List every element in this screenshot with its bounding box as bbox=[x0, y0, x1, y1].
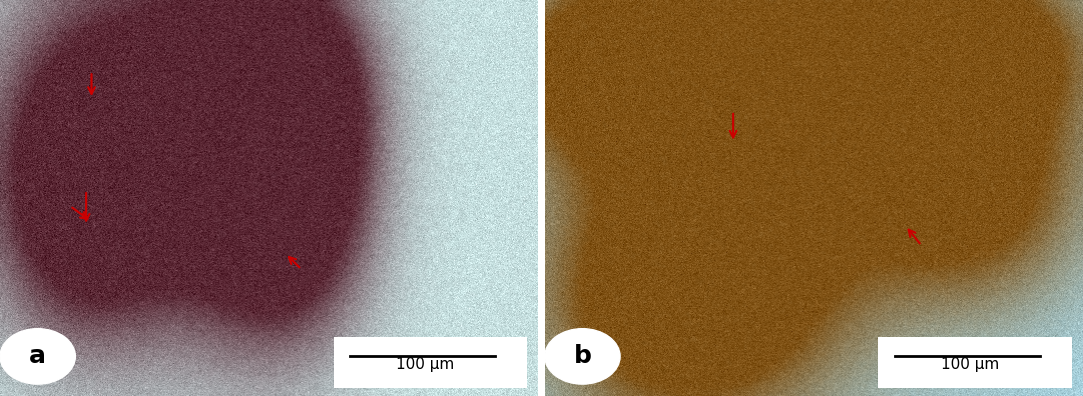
FancyBboxPatch shape bbox=[878, 337, 1072, 388]
FancyBboxPatch shape bbox=[334, 337, 527, 388]
Circle shape bbox=[545, 329, 621, 384]
Text: 100 μm: 100 μm bbox=[941, 357, 1000, 372]
Text: 100 μm: 100 μm bbox=[396, 357, 455, 372]
Text: b: b bbox=[574, 345, 591, 368]
Circle shape bbox=[0, 329, 76, 384]
Text: a: a bbox=[29, 345, 47, 368]
